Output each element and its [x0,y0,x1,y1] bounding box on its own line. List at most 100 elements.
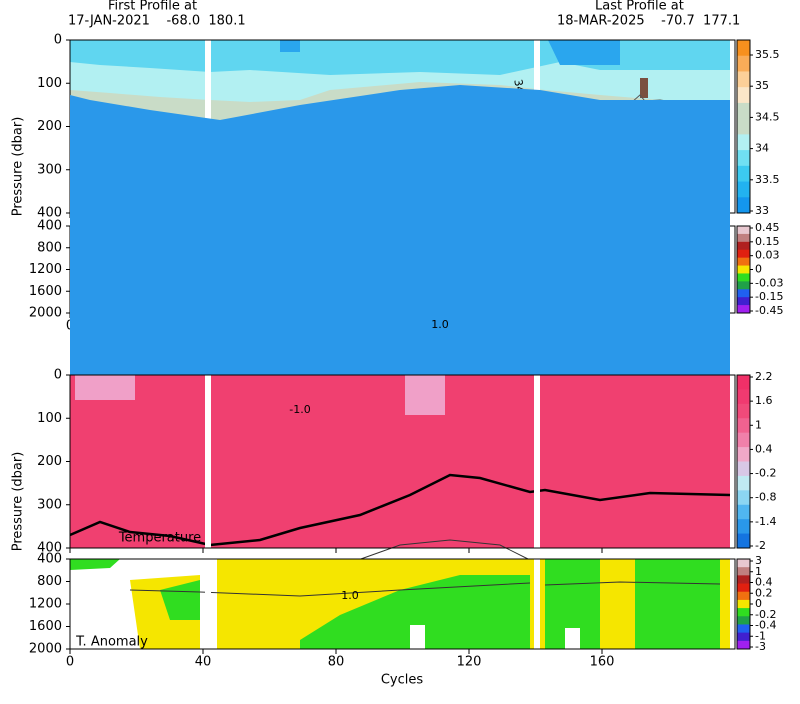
colorbar-label: 33 [755,204,769,217]
colorbar-swatch [737,591,750,601]
colorbar-swatch [737,583,750,593]
y-tick-label: 2000 [29,306,62,321]
colorbar-label: -2 [755,539,766,552]
colorbar-swatch [737,519,750,535]
colorbar-label: -0.2 [755,608,776,621]
colorbar-swatch [737,624,750,634]
y-tick-label: 400 [37,206,62,221]
colorbar-swatch [737,40,750,57]
y-tick-label: 400 [37,219,62,234]
colorbar-swatch [737,599,750,609]
colorbar-swatch [737,197,750,214]
field-warm-top [405,375,445,415]
colorbar-swatch [737,640,750,650]
contour-bold [69,473,731,547]
colorbar-label: 0 [755,263,762,276]
colorbar-swatch [737,71,750,88]
y-axis-label: Pressure (dbar) [11,117,26,217]
colorbar-swatch [737,575,750,585]
colorbar-frame [736,374,751,549]
y-tick-label: 2000 [29,642,62,657]
colorbar-swatch [737,181,750,198]
colorbar-label: -1 [755,629,766,642]
field-green [300,575,530,649]
y-tick-label: 200 [37,454,62,469]
field-warm-top [75,375,135,400]
colorbar-swatch [737,281,750,290]
colorbar-swatch [737,249,750,259]
field-bg [70,375,730,548]
colorbar-label: 34 [755,142,769,155]
colorbar-label: 0.15 [755,235,780,248]
colorbar-swatch [737,87,750,104]
first-label: First Profile at [108,0,197,14]
y-tick-label: 0 [54,33,62,48]
y-tick-label: 1600 [29,619,62,634]
colorbar-swatch [737,389,750,405]
x-tick-label: 160 [590,655,615,670]
colorbar-label: 33.5 [755,173,780,186]
colorbar-swatch [737,447,750,462]
contour-label: 1.0 [341,589,359,602]
colorbar-swatch [737,608,750,617]
last-info: 18-MAR-2025 -70.7 177.1 [557,14,740,29]
colorbar-swatch [737,265,750,274]
panel [69,85,731,596]
colorbar-swatch [737,289,750,298]
field-spot [640,78,648,98]
x-tick-label: 40 [195,655,212,670]
contour-label: -1.0 [289,403,310,416]
y-tick-label: 1200 [29,597,62,612]
y-tick-label: 300 [37,497,62,512]
colorbar-swatch [737,567,750,576]
colorbar-swatch [737,461,750,477]
colorbar-label: 0.2 [755,586,773,599]
y-tick-label: 200 [37,119,62,134]
panel-title: T. Anomaly [75,635,148,650]
panel [70,559,730,649]
colorbar-swatch [737,403,750,419]
colorbar-label: 35.5 [755,48,780,61]
colorbar-swatch [737,418,750,434]
y-axis-label: Pressure (dbar) [11,452,26,552]
y-tick-label: 100 [37,411,62,426]
colorbar-swatch [737,226,750,235]
field-green [160,580,200,620]
y-tick-label: 100 [37,76,62,91]
colorbar-swatch [737,233,750,243]
colorbar-swatch [737,134,750,151]
colorbar-swatch [737,273,750,282]
panel-title: Temperature [118,531,201,546]
gap [205,559,211,649]
gap [205,375,211,548]
y-tick-label: 1200 [29,262,62,277]
x-axis-label: Cycles [381,673,424,688]
field-top [548,40,620,65]
colorbar-swatch [737,257,750,267]
y-tick-label: 300 [37,162,62,177]
y-tick-label: 0 [54,368,62,383]
colorbar-swatch [737,632,750,642]
colorbar-swatch [737,305,750,314]
colorbar-label: -0.45 [755,304,783,317]
colorbar-swatch [737,533,750,549]
colorbar-label: 35 [755,79,769,92]
colorbar-swatch [737,490,750,506]
y-tick-label: 400 [37,552,62,567]
colorbar-frame [736,39,751,214]
x-tick-label: 0 [66,655,74,670]
colorbar-swatch [737,375,750,390]
colorbar-swatch [737,55,750,72]
field-top [280,40,300,52]
colorbar-label: 2.2 [755,370,773,383]
colorbar-label: -0.03 [755,276,783,289]
gap [534,559,540,649]
colorbar-swatch [737,165,750,183]
colorbar-swatch [737,241,750,251]
last-label: Last Profile at [595,0,684,14]
contour-label: 1.0 [431,318,449,331]
field-white [565,628,580,649]
colorbar-swatch [737,102,750,120]
colorbar-label: -0.2 [755,467,776,480]
